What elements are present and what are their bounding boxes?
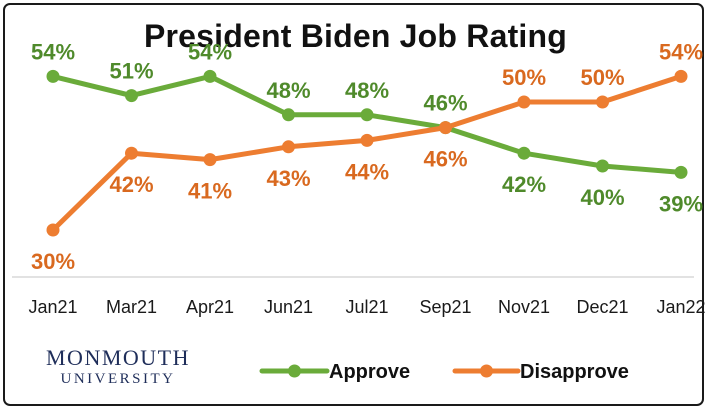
data-point-approve [203, 69, 217, 83]
data-point-disapprove [282, 140, 295, 154]
x-tick-label: Sep21 [419, 297, 471, 317]
data-label-disapprove: 43% [266, 166, 310, 191]
x-tick-label: Jun21 [264, 297, 313, 317]
data-label-disapprove: 50% [502, 65, 546, 90]
legend-label-approve: Approve [329, 361, 410, 383]
x-tick-label: Nov21 [498, 297, 550, 317]
data-label-approve: 48% [345, 78, 389, 103]
chart-frame [3, 3, 704, 406]
data-label-disapprove: 41% [188, 179, 232, 204]
monmouth-university-logo: MONMOUTH UNIVERSITY [28, 347, 208, 387]
data-point-disapprove [125, 146, 138, 160]
logo-line-2: UNIVERSITY [60, 371, 176, 387]
data-label-approve: 39% [659, 191, 703, 216]
legend-marker-disapprove [480, 364, 493, 378]
data-label-disapprove: 46% [423, 147, 467, 172]
data-point-approve [46, 69, 60, 83]
data-point-disapprove [439, 121, 452, 135]
x-tick-label: Jan22 [656, 297, 705, 317]
data-label-approve: 54% [31, 39, 75, 64]
data-point-approve [674, 165, 688, 179]
data-point-approve [517, 146, 531, 160]
data-label-approve: 51% [109, 59, 153, 84]
x-tick-label: Apr21 [186, 297, 234, 317]
data-label-approve: 48% [266, 78, 310, 103]
data-point-disapprove [517, 95, 531, 109]
chart-title: President Biden Job Rating [143, 18, 568, 54]
x-tick-label: Jul21 [345, 297, 388, 317]
data-point-approve [596, 159, 609, 173]
x-tick-label: Mar21 [106, 297, 157, 317]
data-point-disapprove [360, 133, 374, 147]
logo-line-1: MONMOUTH [46, 345, 190, 370]
data-label-disapprove: 50% [580, 65, 624, 90]
legend-marker-approve [288, 364, 301, 378]
data-label-approve: 40% [580, 185, 624, 210]
data-label-approve: 46% [423, 91, 467, 116]
data-point-approve [125, 89, 138, 103]
data-label-disapprove: 44% [345, 159, 389, 184]
legend-label-disapprove: Disapprove [520, 361, 629, 383]
data-point-approve [282, 108, 295, 122]
data-point-disapprove [674, 69, 688, 83]
x-tick-label: Dec21 [576, 297, 628, 317]
data-point-disapprove [203, 153, 217, 167]
data-label-disapprove: 42% [109, 172, 153, 197]
data-label-disapprove: 30% [31, 249, 75, 274]
data-label-approve: 42% [502, 172, 546, 197]
x-tick-label: Jan21 [28, 297, 77, 317]
data-label-disapprove: 54% [659, 39, 703, 64]
data-point-approve [360, 108, 374, 122]
data-point-disapprove [46, 223, 60, 237]
data-label-approve: 54% [188, 39, 232, 64]
data-point-disapprove [596, 95, 609, 109]
